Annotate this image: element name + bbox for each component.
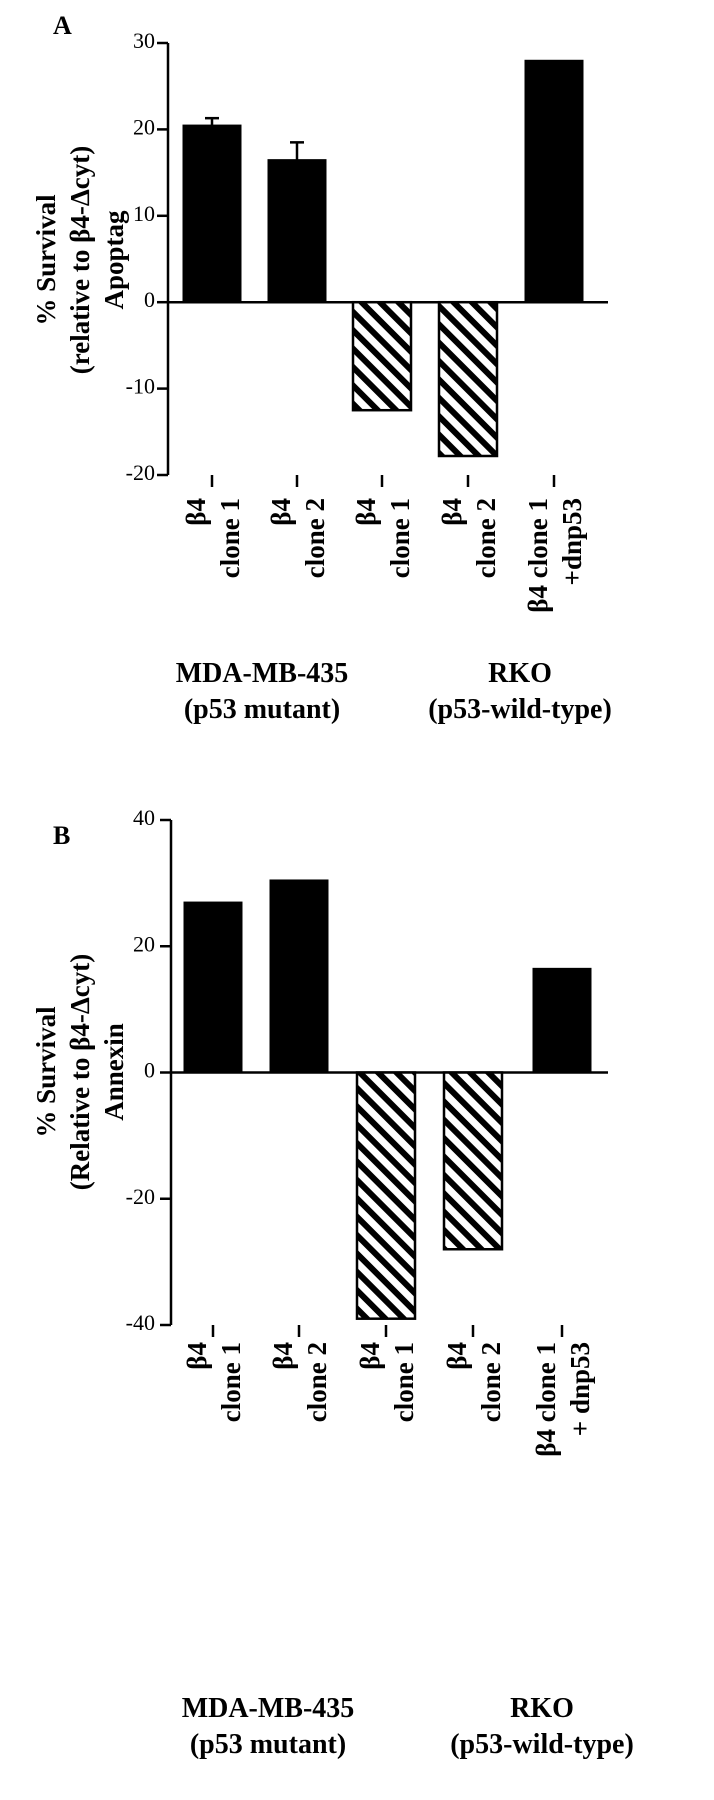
group-label: MDA-MB-435 <box>176 658 349 689</box>
x-category-label: β4 <box>268 1342 298 1370</box>
x-category-label: β4 <box>266 498 296 526</box>
x-category-label: clone 1 <box>389 1342 419 1422</box>
y-axis-label: % Survival <box>31 194 61 326</box>
group-label: (p53-wild-type) <box>450 1729 634 1760</box>
y-tick-label: 0 <box>144 287 155 312</box>
x-category-label: clone 2 <box>302 1342 332 1422</box>
bar <box>351 300 413 412</box>
x-category-label: clone 2 <box>476 1342 506 1422</box>
y-tick-label: -10 <box>126 374 155 399</box>
group-label: MDA-MB-435 <box>182 1693 355 1724</box>
x-category-label: β4 clone 1 <box>523 498 553 613</box>
panel-letter: A <box>53 11 72 40</box>
group-label: RKO <box>488 658 552 689</box>
y-tick-label: 0 <box>144 1058 155 1083</box>
x-category-label: β4 <box>442 1342 472 1370</box>
group-label: (p53-wild-type) <box>428 694 612 725</box>
y-axis-label: (Relative to β4-Δcyt) <box>65 954 95 1191</box>
panel-letter: B <box>53 821 70 850</box>
group-label: (p53 mutant) <box>184 694 340 725</box>
y-axis-label: (relative to β4-Δcyt) <box>65 146 95 375</box>
x-category-label: + dnp53 <box>565 1342 595 1436</box>
y-tick-label: 10 <box>133 201 155 226</box>
bar <box>437 300 499 458</box>
x-category-label: β4 <box>181 498 211 526</box>
y-tick-label: 30 <box>133 28 155 53</box>
x-category-label: clone 1 <box>216 1342 246 1422</box>
y-tick-label: 20 <box>133 931 155 956</box>
bar <box>442 1071 504 1251</box>
x-category-label: β4 <box>437 498 467 526</box>
group-label: RKO <box>510 1693 574 1724</box>
y-tick-label: -40 <box>126 1310 155 1335</box>
y-axis-label: % Survival <box>31 1006 61 1138</box>
y-tick-label: 20 <box>133 114 155 139</box>
group-label: (p53 mutant) <box>190 1729 346 1760</box>
x-category-label: clone 2 <box>300 498 330 578</box>
x-category-label: clone 1 <box>215 498 245 578</box>
bar <box>182 124 242 303</box>
x-category-label: clone 1 <box>385 498 415 578</box>
x-category-label: β4 <box>351 498 381 526</box>
y-tick-label: 40 <box>133 805 155 830</box>
y-tick-label: -20 <box>126 1184 155 1209</box>
x-category-label: β4 <box>182 1342 212 1370</box>
y-axis-label: Annexin <box>99 1023 129 1121</box>
bar <box>267 159 327 303</box>
bar <box>269 879 329 1073</box>
x-category-label: β4 clone 1 <box>531 1342 561 1457</box>
y-tick-label: -20 <box>126 460 155 485</box>
bar <box>524 59 584 303</box>
y-axis-label: Apoptag <box>99 210 129 310</box>
bar <box>183 901 243 1073</box>
x-category-label: β4 <box>355 1342 385 1370</box>
x-category-label: +dnp53 <box>557 498 587 585</box>
bar <box>532 967 592 1073</box>
x-category-label: clone 2 <box>471 498 501 578</box>
bar <box>355 1071 417 1320</box>
